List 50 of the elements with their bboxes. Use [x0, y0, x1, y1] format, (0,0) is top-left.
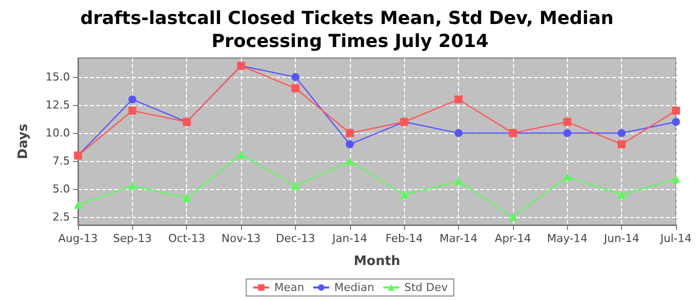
- y-axis-title: Days: [16, 124, 31, 160]
- point: [346, 129, 354, 138]
- point: [618, 140, 626, 148]
- point: [672, 175, 680, 184]
- point: [346, 157, 354, 166]
- x-tick-label: Apr-14: [494, 232, 532, 245]
- x-tick-label: Aug-13: [58, 232, 98, 245]
- point: [454, 129, 463, 138]
- y-tick-label: 15.0: [46, 70, 70, 84]
- point: [508, 213, 517, 222]
- y-tick-label: 2.5: [52, 210, 70, 224]
- x-tick-label: Nov-13: [222, 232, 261, 245]
- point: [672, 106, 680, 115]
- point: [128, 182, 136, 190]
- point: [346, 140, 354, 148]
- y-tick-label: 5.0: [52, 182, 70, 196]
- legend-label: Std Dev: [404, 281, 448, 294]
- point: [291, 73, 300, 82]
- chart-title: drafts-lastcall Closed Tickets Mean, Std Dev, Median Processing Times July 2014: [80, 8, 620, 52]
- legend-label: Median: [334, 281, 374, 294]
- point: [182, 194, 191, 202]
- point: [74, 200, 82, 209]
- point: [563, 118, 572, 126]
- x-tick-label: Jul-14: [659, 232, 692, 245]
- point: [618, 190, 626, 199]
- x-axis-title: Month: [354, 254, 400, 269]
- point: [672, 118, 680, 126]
- x-tick-label: Jan-14: [331, 232, 368, 245]
- x-tick-label: Feb-14: [385, 232, 423, 245]
- point: [454, 95, 463, 104]
- point: [454, 177, 463, 186]
- point: [400, 190, 408, 199]
- x-tick-label: Jun-14: [603, 232, 640, 245]
- point: [291, 84, 300, 92]
- point: [291, 182, 300, 190]
- y-tick-label: 10.0: [46, 126, 70, 140]
- point: [563, 129, 572, 138]
- legend-label: Mean: [274, 281, 304, 294]
- x-tick-label: Oct-13: [168, 232, 206, 245]
- point: [618, 129, 626, 138]
- y-tick-label: 12.5: [46, 98, 70, 112]
- y-tick-label: 7.5: [52, 154, 70, 168]
- x-tick-label: Dec-13: [276, 232, 316, 245]
- point: [563, 172, 572, 181]
- x-tick-label: May-14: [547, 232, 588, 245]
- point: [237, 150, 246, 158]
- point: [128, 106, 136, 115]
- x-tick-label: Sep-13: [113, 232, 152, 245]
- x-tick-label: Mar-14: [440, 232, 478, 245]
- point: [128, 95, 136, 104]
